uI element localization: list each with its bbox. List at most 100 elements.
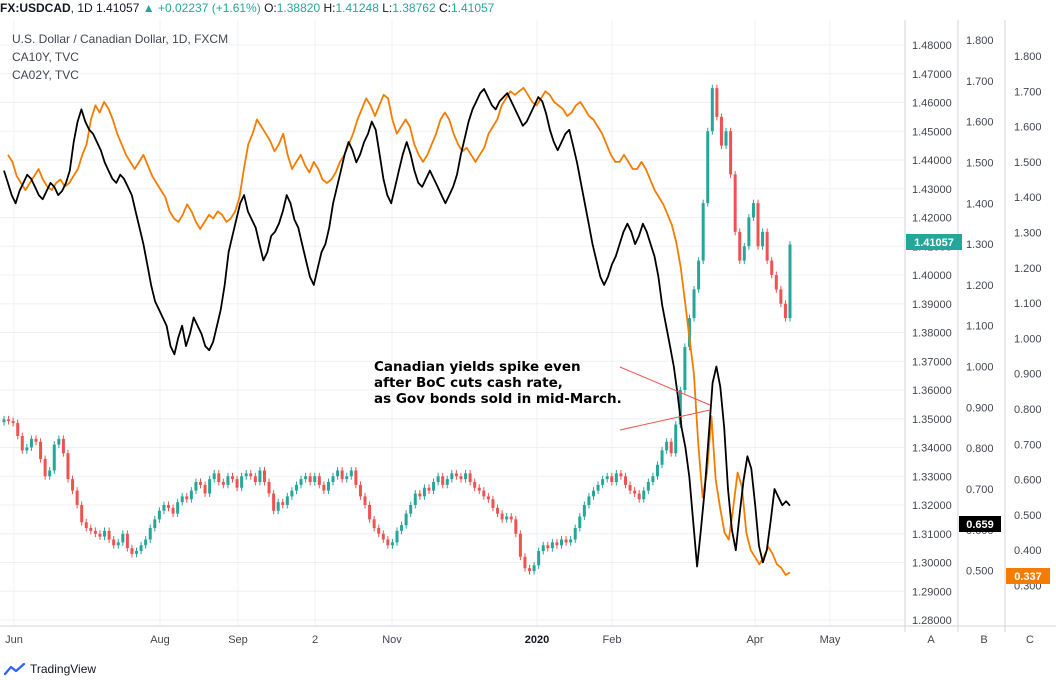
symbol-label[interactable]: FX:USDCAD bbox=[0, 1, 71, 15]
candle-body bbox=[226, 476, 230, 485]
legend-main-series[interactable]: U.S. Dollar / Canadian Dollar, 1D, FXCM bbox=[12, 32, 229, 46]
candle-body bbox=[454, 473, 458, 477]
candle-body bbox=[221, 482, 225, 485]
brand-name[interactable]: TradingView bbox=[30, 662, 97, 676]
axis-c-tick: 0.400 bbox=[1014, 545, 1042, 557]
low-label: L: bbox=[382, 1, 393, 15]
axis-c-tick: 1.300 bbox=[1014, 227, 1042, 239]
candle-body bbox=[697, 260, 701, 290]
candle-body bbox=[564, 539, 568, 543]
candle-body bbox=[57, 438, 61, 445]
time-axis-tick: May bbox=[820, 634, 841, 646]
last-price-badge-ca10y: 0.659 bbox=[959, 516, 1001, 532]
axis-a-tick: 1.45000 bbox=[912, 126, 952, 138]
candle-body bbox=[240, 476, 244, 488]
candle-body bbox=[724, 131, 728, 146]
candle-body bbox=[358, 484, 362, 497]
axis-b-tick: 0.700 bbox=[966, 484, 994, 496]
candle-body bbox=[601, 479, 605, 485]
candle-body bbox=[189, 490, 193, 500]
candle-body bbox=[157, 510, 161, 520]
time-axis-tick: Feb bbox=[603, 634, 622, 646]
candle-body bbox=[486, 496, 490, 500]
candle-body bbox=[48, 470, 52, 477]
candle-body bbox=[16, 423, 20, 436]
price-axis-b[interactable]: 1.800 1.700 1.600 1.500 1.400 1.300 1.200 1.100… bbox=[966, 35, 994, 578]
candle-body bbox=[761, 231, 765, 247]
candle-body bbox=[162, 505, 166, 511]
axis-b-tick: 1.300 bbox=[966, 239, 994, 251]
axis-a-tick: 1.48000 bbox=[912, 40, 952, 52]
candle-body bbox=[751, 203, 755, 218]
candle-body bbox=[258, 470, 262, 482]
candle-body bbox=[710, 88, 714, 132]
time-axis[interactable]: Jun Aug Sep 2 Nov 2020 Feb Apr May bbox=[5, 634, 841, 646]
axis-a-tick: 1.46000 bbox=[912, 98, 952, 110]
candle-body bbox=[368, 505, 372, 520]
candle-body bbox=[432, 482, 436, 491]
candle-body bbox=[317, 476, 321, 485]
candle-body bbox=[185, 496, 189, 500]
candle-body bbox=[783, 303, 787, 319]
axis-b-tick: 1.500 bbox=[966, 157, 994, 169]
interval-label[interactable]: 1D bbox=[77, 1, 93, 15]
candle-body bbox=[747, 217, 751, 247]
candle-body bbox=[541, 545, 545, 551]
axis-c-tick: 1.000 bbox=[1014, 333, 1042, 345]
candle-body bbox=[262, 470, 266, 482]
axis-a-tick: 1.47000 bbox=[912, 69, 952, 81]
candle-body bbox=[340, 470, 344, 480]
candle-body bbox=[573, 528, 577, 540]
axis-a-tick: 1.35000 bbox=[912, 414, 952, 426]
ca10y-line bbox=[3, 88, 791, 568]
candle-body bbox=[354, 470, 358, 485]
candle-body bbox=[441, 476, 445, 485]
price-axis-a[interactable]: 1.48000 1.47000 1.46000 1.45000 1.44000 1.430… bbox=[912, 40, 952, 627]
annotation-line-3: as Gov bonds sold in mid-March. bbox=[374, 391, 622, 407]
candle-body bbox=[194, 482, 198, 491]
candle-body bbox=[112, 539, 116, 546]
badge-text-ca02y: 0.337 bbox=[1014, 571, 1042, 583]
candle-body bbox=[674, 424, 678, 454]
annotation-arrow-lower bbox=[619, 409, 711, 431]
chart-canvas[interactable]: Canadian yields spike even after BoC cut… bbox=[0, 0, 1056, 660]
last-price-badge-usdcad: 1.41057 bbox=[906, 234, 962, 250]
axis-a-tick: 1.44000 bbox=[912, 155, 952, 167]
candle-body bbox=[692, 289, 696, 319]
axis-b-button[interactable]: B bbox=[980, 634, 987, 646]
candle-body bbox=[665, 441, 669, 451]
candle-body bbox=[176, 502, 180, 514]
candle-body bbox=[560, 539, 564, 546]
candle-body bbox=[235, 479, 239, 488]
candle-body bbox=[267, 482, 271, 494]
candle-body bbox=[34, 438, 38, 442]
candle-body bbox=[363, 496, 367, 505]
axis-c-tick: 1.800 bbox=[1014, 51, 1042, 63]
candle-body bbox=[788, 244, 792, 319]
candle-body bbox=[130, 548, 134, 554]
candle-body bbox=[491, 499, 495, 508]
axis-b-tick: 0.800 bbox=[966, 443, 994, 455]
candle-body bbox=[409, 505, 413, 514]
candle-body bbox=[596, 484, 600, 491]
candle-body bbox=[43, 459, 47, 477]
candle-body bbox=[464, 473, 468, 480]
time-axis-tick: Jun bbox=[5, 634, 23, 646]
candle-body bbox=[729, 131, 733, 175]
axis-a-button[interactable]: A bbox=[927, 634, 935, 646]
candle-body bbox=[400, 525, 404, 531]
candle-body bbox=[144, 539, 148, 546]
candle-body bbox=[528, 568, 532, 572]
badge-text-ca10y: 0.659 bbox=[966, 519, 994, 531]
candle-body bbox=[349, 470, 353, 477]
candle-body bbox=[610, 476, 614, 482]
candle-body bbox=[139, 545, 143, 551]
candle-body bbox=[482, 490, 486, 497]
axis-c-button[interactable]: C bbox=[1026, 634, 1034, 646]
candle-body bbox=[633, 490, 637, 494]
price-axis-c[interactable]: 1.800 1.700 1.600 1.500 1.400 1.300 1.200 1.100… bbox=[1014, 51, 1042, 592]
candle-body bbox=[167, 505, 171, 508]
legend-ca02y[interactable]: CA02Y, TVC bbox=[12, 68, 79, 82]
candle-body bbox=[770, 260, 774, 275]
legend-ca10y[interactable]: CA10Y, TVC bbox=[12, 50, 79, 64]
